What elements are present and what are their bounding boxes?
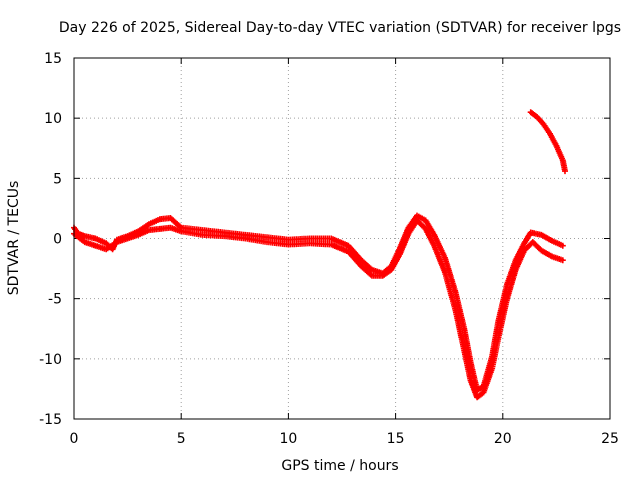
y-tick-label: 0 <box>53 232 62 248</box>
x-axis-label: GPS time / hours <box>281 458 398 474</box>
y-tick-label: -10 <box>39 352 62 368</box>
plot-frame <box>73 57 611 420</box>
point-markers <box>71 217 566 401</box>
x-tick-label: 15 <box>387 431 405 447</box>
x-tick-label: 10 <box>279 431 297 447</box>
series-sdtvar-late-segment <box>527 109 568 175</box>
x-tick-label: 20 <box>494 431 512 447</box>
y-tick-label: -15 <box>39 412 62 428</box>
series-sdtvar-band-b <box>71 217 566 401</box>
data-points <box>71 109 568 401</box>
x-tick-label: 25 <box>601 431 619 447</box>
y-tick-label: -5 <box>48 292 62 308</box>
x-tick-label: 0 <box>70 431 79 447</box>
y-tick-label: 10 <box>44 111 62 127</box>
grid-lines <box>74 58 610 419</box>
point-markers <box>527 109 568 175</box>
x-tick-label: 5 <box>177 431 186 447</box>
y-tick-label: 5 <box>53 171 62 187</box>
chart-title: Day 226 of 2025, Sidereal Day-to-day VTE… <box>59 20 621 36</box>
y-axis-label: SDTVAR / TECUs <box>6 181 22 296</box>
y-tick-label: 15 <box>44 51 62 67</box>
